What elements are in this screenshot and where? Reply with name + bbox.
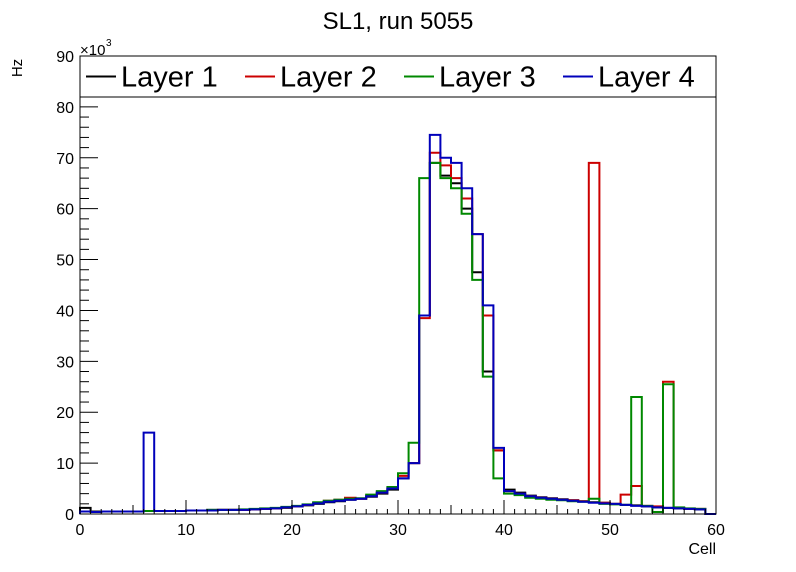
legend: Layer 1 Layer 2 Layer 3 Layer 4 — [79, 55, 717, 98]
y-tick-label: 70 — [56, 151, 74, 168]
legend-box — [79, 55, 717, 98]
y-multiplier: ×10 3 — [80, 38, 112, 59]
legend-label-layer-1: Layer 1 — [121, 62, 218, 94]
x-tick-label: 60 — [707, 522, 725, 539]
series-line-layer-2 — [79, 151, 716, 515]
y-tick-label: 50 — [56, 253, 74, 270]
series-line-layer-4 — [79, 133, 716, 515]
y-tick-label: 90 — [56, 49, 74, 66]
plot-area — [79, 133, 716, 515]
x-axis-label: Cell — [688, 541, 716, 558]
y-tick-label: 60 — [56, 202, 74, 219]
chart-title: SL1, run 5055 — [323, 8, 474, 35]
x-tick-label: 20 — [283, 522, 301, 539]
x-tick-label: 10 — [177, 522, 195, 539]
x-tick-label: 40 — [495, 522, 513, 539]
legend-label-layer-3: Layer 3 — [439, 62, 536, 94]
y-tick-label: 80 — [56, 100, 74, 117]
y-axis-label: Hz — [9, 59, 26, 77]
y-tick-label: 0 — [65, 507, 74, 524]
plot-frame — [79, 55, 717, 515]
x-tick-label: 50 — [601, 522, 619, 539]
y-tick-label: 40 — [56, 303, 74, 320]
axes: 0 10 20 30 40 50 60 0 10 20 30 40 50 60 70 80 90 — [56, 49, 725, 539]
legend-label-layer-4: Layer 4 — [598, 62, 695, 94]
y-tick-label: 30 — [56, 354, 74, 371]
y-multiplier-exponent: 3 — [106, 38, 112, 49]
y-tick-label: 20 — [56, 405, 74, 422]
series-line-layer-3 — [79, 161, 716, 515]
series-line-layer-1 — [79, 161, 716, 515]
x-tick-label: 0 — [76, 522, 85, 539]
x-tick-label: 30 — [389, 522, 407, 539]
legend-label-layer-2: Layer 2 — [280, 62, 377, 94]
y-multiplier-base: ×10 — [80, 42, 105, 59]
y-tick-label: 10 — [56, 456, 74, 473]
